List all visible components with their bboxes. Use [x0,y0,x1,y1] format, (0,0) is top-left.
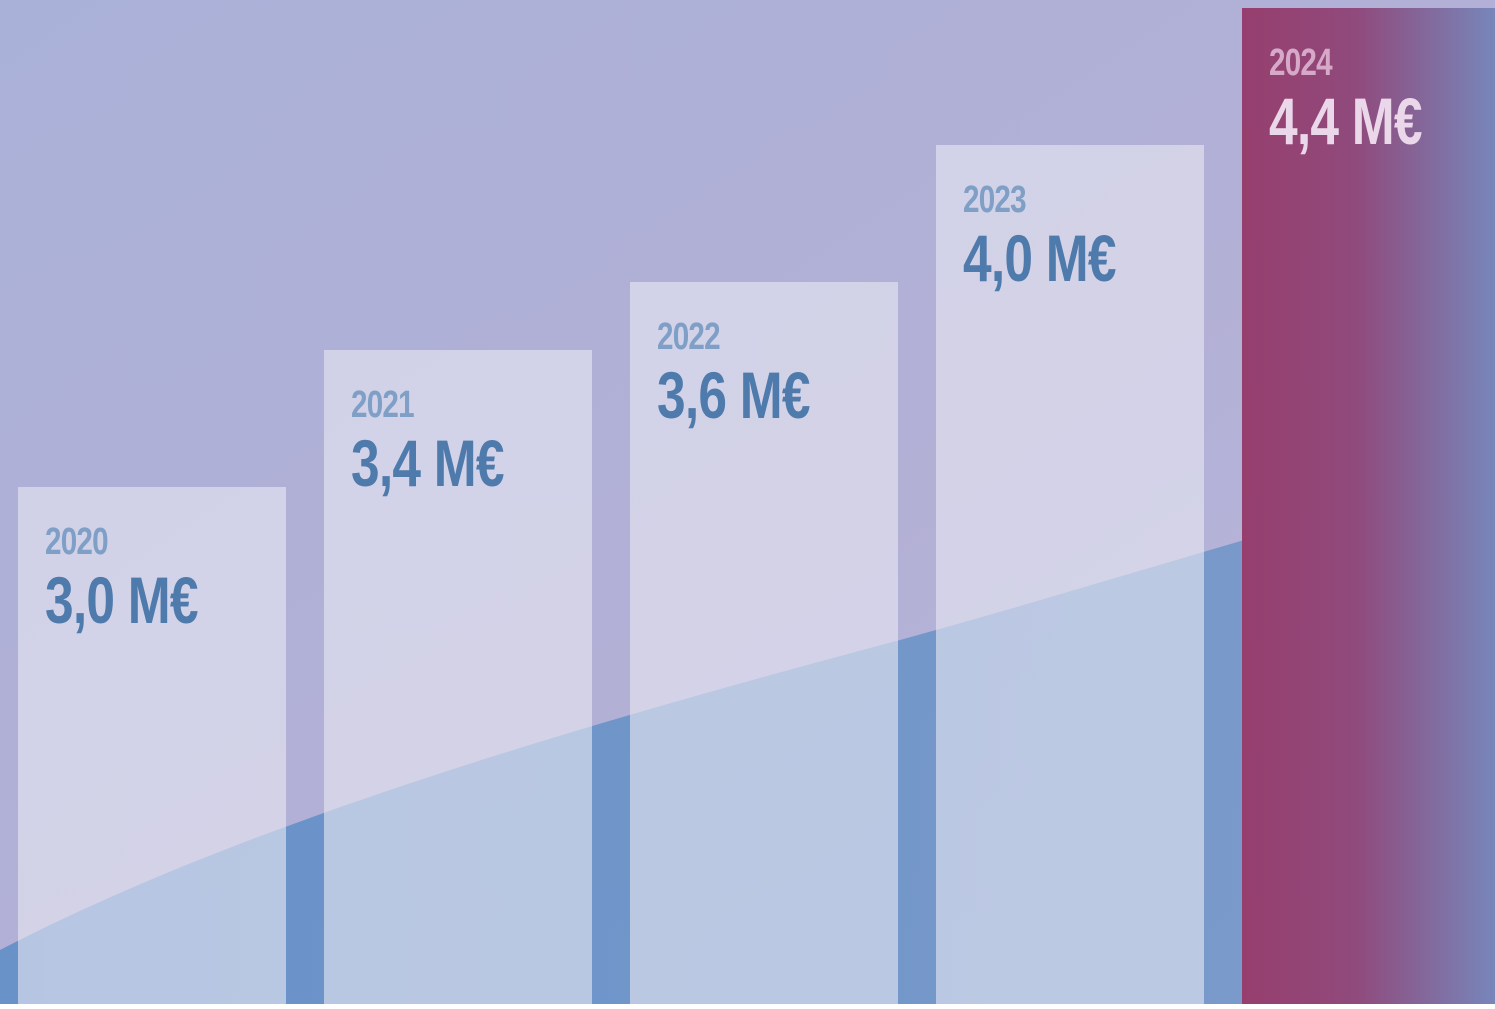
bar-label-group-2023: 2023 4,0 M€ [963,179,1159,296]
category-label: 2022 [657,316,721,358]
value-label: 3,0 M€ [45,563,198,637]
category-label: 2024 [1269,42,1333,84]
bar-label-group-2024: 2024 4,4 M€ [1269,42,1465,159]
value-label: 4,0 M€ [963,221,1116,295]
category-label: 2023 [963,179,1027,221]
bar-2023 [936,145,1204,1004]
bar-2020 [18,487,286,1004]
category-label: 2021 [351,384,415,426]
category-label: 2020 [45,521,109,563]
value-label: 3,4 M€ [351,426,504,500]
bar-2024 [1242,8,1495,1004]
bar-label-group-2020: 2020 3,0 M€ [45,521,241,638]
value-label: 4,4 M€ [1269,84,1422,158]
value-label: 3,6 M€ [657,358,810,432]
bar-label-group-2021: 2021 3,4 M€ [351,384,547,501]
bar-2022 [630,282,898,1004]
bar-label-group-2022: 2022 3,6 M€ [657,316,853,433]
bar-2021 [324,350,592,1004]
